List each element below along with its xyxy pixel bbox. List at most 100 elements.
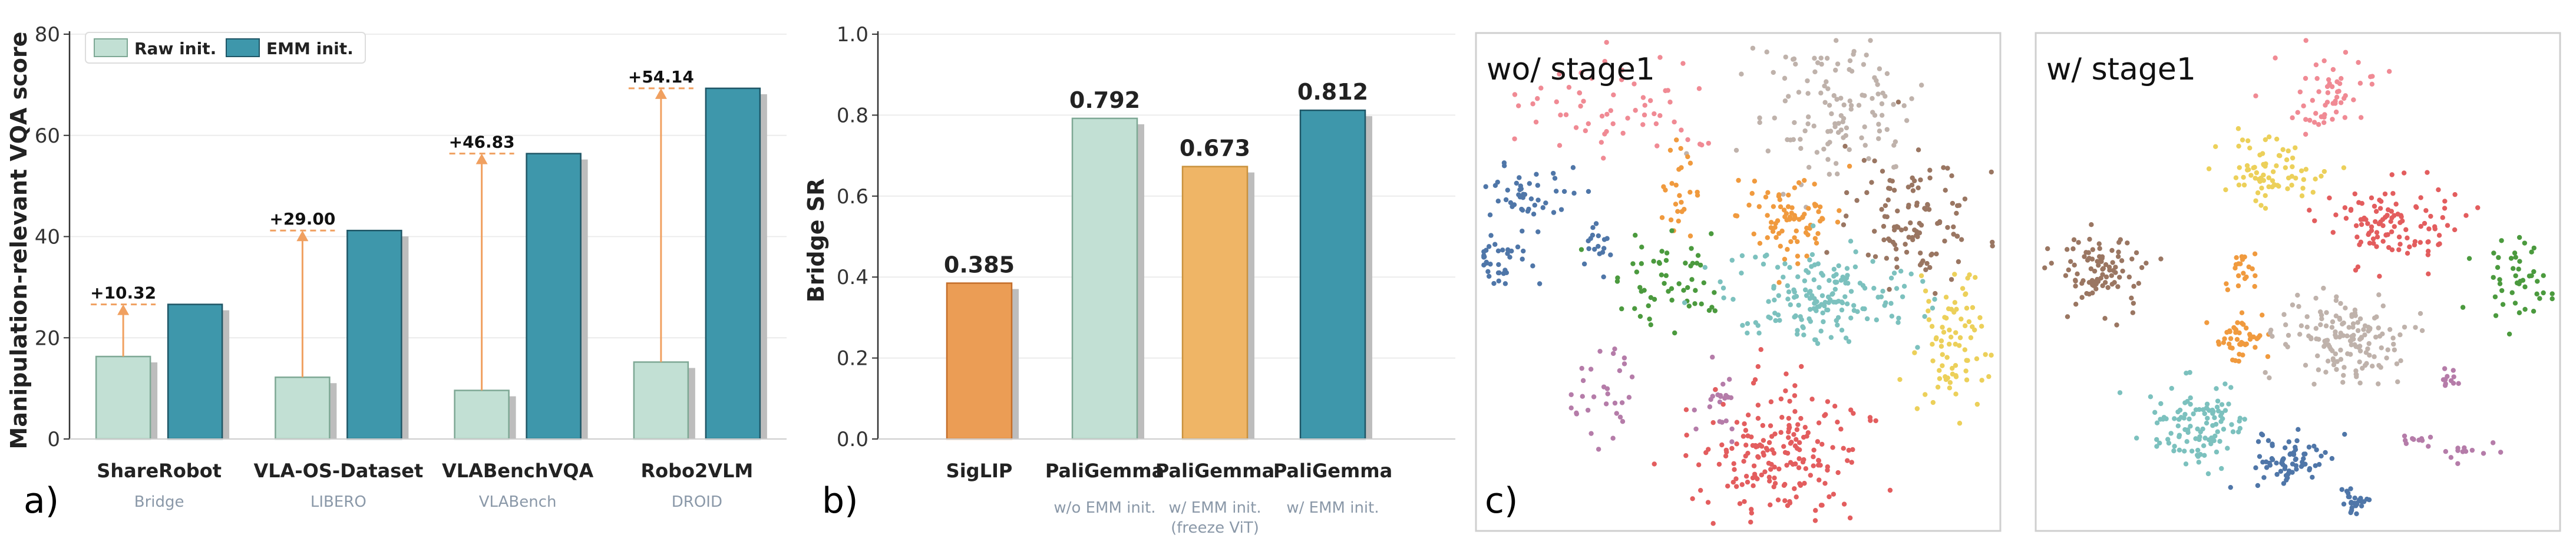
scatter-point [1805,91,1811,96]
scatter-point [1952,300,1958,305]
scatter-point [2196,460,2201,465]
scatter-point [1956,203,1962,208]
scatter-point [1496,262,1501,268]
panel-b-axes [877,31,1455,440]
scatter-point [1746,202,1752,208]
scatter-point [2088,266,2094,272]
scatter-point [1571,190,1577,196]
scatter-point [1775,497,1781,503]
scatter-point [1755,402,1761,408]
scatter-point [1581,98,1586,104]
scatter-point [2211,438,2217,444]
scatter-point [2419,438,2425,443]
scatter-point [2321,344,2327,349]
scatter-point [2310,98,2316,103]
scatter-point [2228,484,2233,490]
scatter-point [2274,460,2279,466]
scatter-point [1706,140,1711,146]
scatter-point [2102,316,2108,321]
scatter-point [2214,449,2220,455]
scatter-point [1876,136,1881,141]
scatter-point [1602,131,1607,137]
scatter-point [2460,305,2466,310]
scatter-point [1685,285,1690,290]
scatter-point [2294,438,2300,444]
scatter-point [1954,210,1959,216]
scatter-point [2109,273,2114,278]
scatter-point [1802,481,1807,486]
scatter-point [1768,225,1774,230]
scatter-point [1597,251,1602,256]
scatter-point [2357,359,2362,365]
scatter-point [2191,411,2196,417]
scatter-point [2405,250,2410,256]
scatter-point [1782,261,1788,266]
scatter-point [2096,262,2101,268]
scatter-point [2286,148,2291,154]
scatter-point [2376,325,2381,331]
scatter-point [1953,362,1959,368]
scatter-point [1677,193,1682,199]
scatter-point [1807,257,1812,263]
scatter-point [1867,415,1873,420]
scatter-point [1558,112,1563,118]
scatter-point [1787,500,1793,506]
scatter-point [1791,432,1796,437]
scatter-point [2070,246,2076,252]
scatter-point [2158,256,2164,262]
scatter-point [1608,252,1613,258]
scatter-point [1796,440,1802,445]
scatter-point [1926,317,1932,322]
scatter-point [1586,246,1591,252]
scatter-point [2352,307,2358,313]
scatter-point [1947,341,1952,347]
scatter-point [1501,270,1507,276]
scatter-point [2103,262,2109,268]
scatter-point [1512,92,1518,97]
scatter-point [2187,416,2192,422]
scatter-point [1957,343,1962,348]
scatter-point [2346,325,2352,330]
scatter-point [1495,270,1501,276]
scatter-point [2205,415,2210,421]
scatter-point [2314,447,2319,453]
scatter-point [1812,508,1818,513]
scatter-point [1864,190,1870,196]
scatter-point [1678,146,1683,151]
scatter-point [1630,261,1636,266]
scatter-point [1825,157,1831,162]
value-label: 0.673 [1180,136,1250,161]
scatter-point [1634,269,1640,275]
scatter-point [1710,354,1715,360]
scatter-point [1834,171,1840,177]
scatter-point [2244,163,2250,169]
scatter-point [1799,364,1804,369]
scatter-point [1860,93,1865,98]
scatter-point [2260,432,2265,438]
scatter-point [1621,355,1627,361]
scatter-point [2212,415,2217,421]
scatter-point [1684,433,1689,438]
scatter-point [1751,463,1757,468]
scatter-point [2324,310,2329,315]
scatter-point [1776,231,1782,236]
scatter-point [1847,147,1852,153]
scatter-point [1870,95,1875,101]
scatter-point [1666,289,1671,294]
scatter-point [1543,200,1548,206]
scatter-point [1917,220,1922,226]
scatter-point [1849,460,1854,465]
scatter-point [1585,407,1591,413]
scatter-point [1743,443,1749,448]
scatter-point [1792,120,1797,126]
scatter-point [2436,187,2441,193]
scatter-point [2391,341,2396,347]
scatter-point [1826,300,1832,305]
panel-b-y-ticks: 0.0 0.2 0.4 0.6 0.8 1.0 [837,23,878,451]
scatter-point [1533,119,1539,125]
scatter-point [2195,426,2200,432]
panel-a-axes [68,31,787,440]
scatter-point [1772,481,1778,486]
scatter-point [1652,111,1657,117]
scatter-point [2154,420,2160,425]
